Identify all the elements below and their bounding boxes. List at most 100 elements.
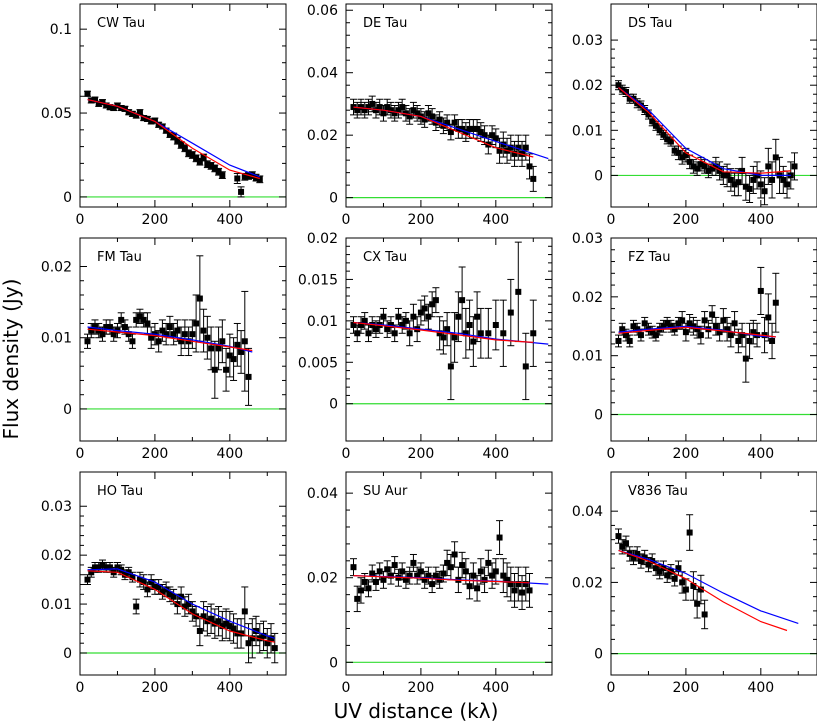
point-marker (474, 125, 481, 132)
data-point (757, 266, 765, 315)
data-point (185, 593, 193, 615)
y-tick-label: 0.02 (572, 78, 603, 94)
point-marker (630, 323, 637, 330)
data-point (507, 566, 515, 602)
data-point (507, 134, 515, 161)
point-marker (742, 355, 749, 362)
data-point (462, 122, 470, 142)
data-point (689, 316, 697, 336)
point-marker (765, 163, 772, 170)
data-point (499, 131, 507, 158)
point-marker (474, 313, 481, 320)
point-marker (395, 313, 402, 320)
point-marker (241, 173, 248, 180)
point-marker (387, 572, 394, 579)
point-marker (470, 338, 477, 345)
data-point (697, 574, 705, 605)
point-marker (140, 316, 147, 323)
point-marker (474, 585, 481, 592)
y-tick-label: 0.01 (572, 349, 603, 365)
point-marker (754, 172, 761, 179)
point-marker (103, 324, 110, 331)
x-tick-label: 400 (482, 446, 509, 462)
x-tick-label: 400 (216, 446, 243, 462)
point-marker (354, 595, 361, 602)
model-curve-blue (618, 325, 776, 338)
point-marker (200, 327, 207, 334)
data-point (177, 326, 185, 357)
data-point (357, 98, 365, 116)
y-tick-label: 0.02 (307, 128, 338, 144)
point-marker (395, 107, 402, 114)
panel-fm-tau: 0 200 400 0 0.01 0.02 FM Tau (41, 237, 287, 462)
data-point (413, 105, 421, 122)
point-marker (667, 323, 674, 330)
y-tick-label: 0 (63, 402, 72, 418)
data-point (496, 520, 504, 555)
data-point (170, 322, 178, 346)
point-marker (129, 338, 136, 345)
point-marker (129, 574, 136, 581)
point-marker (133, 112, 140, 119)
data-point (192, 294, 200, 353)
data-point (87, 322, 95, 339)
data-point (361, 312, 369, 330)
model-curve-red (353, 575, 530, 584)
data-point (226, 333, 234, 378)
panel-de-tau: 0 200 400 0 0.02 0.04 0.06 DE Tau (307, 3, 553, 228)
point-marker (507, 144, 514, 151)
panel-frame (79, 471, 287, 676)
point-marker (91, 564, 98, 571)
point-marker (622, 88, 629, 95)
point-marker (174, 137, 181, 144)
point-marker (637, 558, 644, 565)
data-point (492, 558, 500, 585)
point-marker (211, 366, 218, 373)
point-marker (241, 608, 248, 615)
point-marker (615, 82, 622, 89)
point-marker (690, 582, 697, 589)
point-marker (372, 578, 379, 585)
data-point (447, 332, 455, 401)
data-point (361, 101, 369, 119)
y-tick-label: 0 (594, 168, 603, 184)
data-point (492, 299, 500, 351)
x-tick-label: 200 (673, 212, 700, 228)
point-marker (88, 569, 95, 576)
point-marker (769, 176, 776, 183)
point-marker (121, 324, 128, 331)
panel-title: CW Tau (97, 16, 145, 31)
y-tick-label: 0.02 (41, 259, 72, 275)
data-point (391, 556, 399, 574)
y-axis-label: Flux density (Jy) (0, 279, 23, 440)
data-point (526, 573, 534, 608)
point-marker (447, 363, 454, 370)
point-marker (103, 564, 110, 571)
panel-title: FM Tau (97, 250, 142, 265)
point-marker (196, 627, 203, 634)
point-marker (193, 155, 200, 162)
data-point (518, 575, 526, 610)
data-point (248, 618, 256, 659)
point-marker (189, 331, 196, 338)
point-marker (444, 119, 451, 126)
y-tick-label: 0.005 (298, 355, 338, 371)
point-marker (626, 337, 633, 344)
point-marker (515, 288, 522, 295)
point-marker (350, 322, 357, 328)
model-curve-blue (87, 568, 275, 639)
point-marker (215, 168, 222, 175)
point-marker (114, 564, 121, 571)
point-marker (196, 295, 203, 302)
data-point (349, 98, 357, 116)
point-marker (129, 110, 136, 117)
point-marker (466, 322, 473, 328)
point-marker (485, 330, 492, 337)
x-tick-label: 200 (408, 212, 435, 228)
point-marker (686, 320, 693, 327)
point-marker (215, 618, 222, 625)
data-point (614, 528, 622, 544)
x-tick-label: 200 (142, 446, 169, 462)
point-marker (750, 176, 757, 183)
point-marker (649, 329, 656, 336)
